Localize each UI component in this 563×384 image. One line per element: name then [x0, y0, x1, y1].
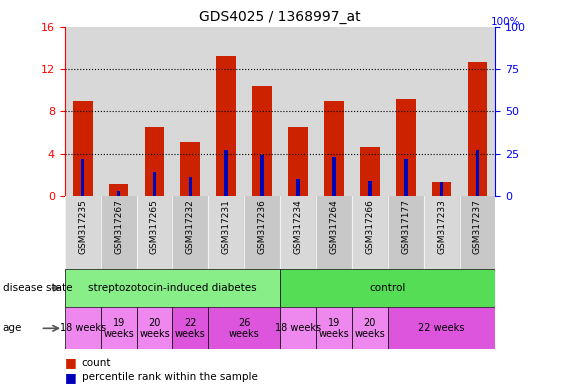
Text: GSM317264: GSM317264 — [329, 200, 338, 254]
Text: GSM317231: GSM317231 — [222, 200, 231, 254]
Bar — [396, 99, 415, 196]
Bar — [225, 150, 228, 196]
Bar — [404, 159, 408, 196]
Text: ■: ■ — [65, 356, 77, 369]
Bar — [316, 27, 352, 196]
Text: 18 weeks: 18 weeks — [275, 323, 321, 333]
Bar — [280, 27, 316, 196]
Bar — [352, 27, 388, 196]
Bar — [208, 307, 280, 349]
Text: age: age — [3, 323, 22, 333]
Bar — [189, 177, 192, 196]
Bar — [208, 196, 244, 269]
Bar — [280, 269, 495, 307]
Text: 22 weeks: 22 weeks — [418, 323, 465, 333]
Text: percentile rank within the sample: percentile rank within the sample — [82, 372, 257, 382]
Bar — [440, 182, 444, 196]
Bar — [117, 191, 120, 196]
Bar — [280, 307, 316, 349]
Text: GSM317267: GSM317267 — [114, 200, 123, 254]
Bar — [137, 27, 172, 196]
Title: GDS4025 / 1368997_at: GDS4025 / 1368997_at — [199, 10, 361, 25]
Bar — [468, 62, 488, 196]
Text: 18 weeks: 18 weeks — [60, 323, 106, 333]
Text: 22
weeks: 22 weeks — [175, 318, 205, 339]
Bar — [459, 196, 495, 269]
Text: GSM317177: GSM317177 — [401, 200, 410, 255]
Bar — [352, 196, 388, 269]
Bar — [145, 127, 164, 196]
Bar — [368, 180, 372, 196]
Bar — [181, 142, 200, 196]
Bar — [216, 56, 236, 196]
Bar — [172, 196, 208, 269]
Bar — [65, 269, 280, 307]
Text: GSM317235: GSM317235 — [78, 200, 87, 254]
Bar — [65, 27, 101, 196]
Bar — [153, 172, 157, 196]
Bar — [65, 307, 101, 349]
Text: disease state: disease state — [3, 283, 72, 293]
Bar — [360, 147, 379, 196]
Bar — [476, 150, 479, 196]
Text: 26
weeks: 26 weeks — [229, 318, 260, 339]
Bar — [101, 307, 137, 349]
Text: GSM317234: GSM317234 — [293, 200, 302, 254]
Text: 20
weeks: 20 weeks — [139, 318, 170, 339]
Text: 19
weeks: 19 weeks — [319, 318, 349, 339]
Bar — [137, 307, 172, 349]
Text: 19
weeks: 19 weeks — [103, 318, 134, 339]
Text: GSM317233: GSM317233 — [437, 200, 446, 254]
Bar — [280, 196, 316, 269]
Bar — [172, 27, 208, 196]
Text: GSM317236: GSM317236 — [258, 200, 267, 254]
Bar — [388, 196, 424, 269]
Bar — [332, 157, 336, 196]
Bar — [352, 307, 388, 349]
Bar — [260, 155, 264, 196]
Bar — [73, 101, 92, 196]
Bar — [244, 196, 280, 269]
Bar — [459, 27, 495, 196]
Bar — [208, 27, 244, 196]
Text: 20
weeks: 20 weeks — [355, 318, 385, 339]
Text: GSM317237: GSM317237 — [473, 200, 482, 254]
Text: 100%: 100% — [491, 17, 520, 27]
Bar — [316, 196, 352, 269]
Bar — [244, 27, 280, 196]
Bar — [109, 184, 128, 196]
Text: ■: ■ — [65, 371, 77, 384]
Bar — [101, 196, 137, 269]
Bar — [65, 196, 101, 269]
Bar — [388, 27, 424, 196]
Bar — [324, 101, 344, 196]
Bar — [388, 307, 495, 349]
Bar — [432, 182, 452, 196]
Text: GSM317265: GSM317265 — [150, 200, 159, 254]
Bar — [296, 179, 300, 196]
Bar — [81, 159, 84, 196]
Text: GSM317232: GSM317232 — [186, 200, 195, 254]
Bar — [101, 27, 137, 196]
Bar — [288, 127, 308, 196]
Bar — [424, 196, 459, 269]
Bar — [316, 307, 352, 349]
Text: count: count — [82, 358, 111, 368]
Text: streptozotocin-induced diabetes: streptozotocin-induced diabetes — [88, 283, 257, 293]
Text: GSM317266: GSM317266 — [365, 200, 374, 254]
Bar — [172, 307, 208, 349]
Text: control: control — [369, 283, 406, 293]
Bar — [252, 86, 272, 196]
Bar — [137, 196, 172, 269]
Bar — [424, 27, 459, 196]
